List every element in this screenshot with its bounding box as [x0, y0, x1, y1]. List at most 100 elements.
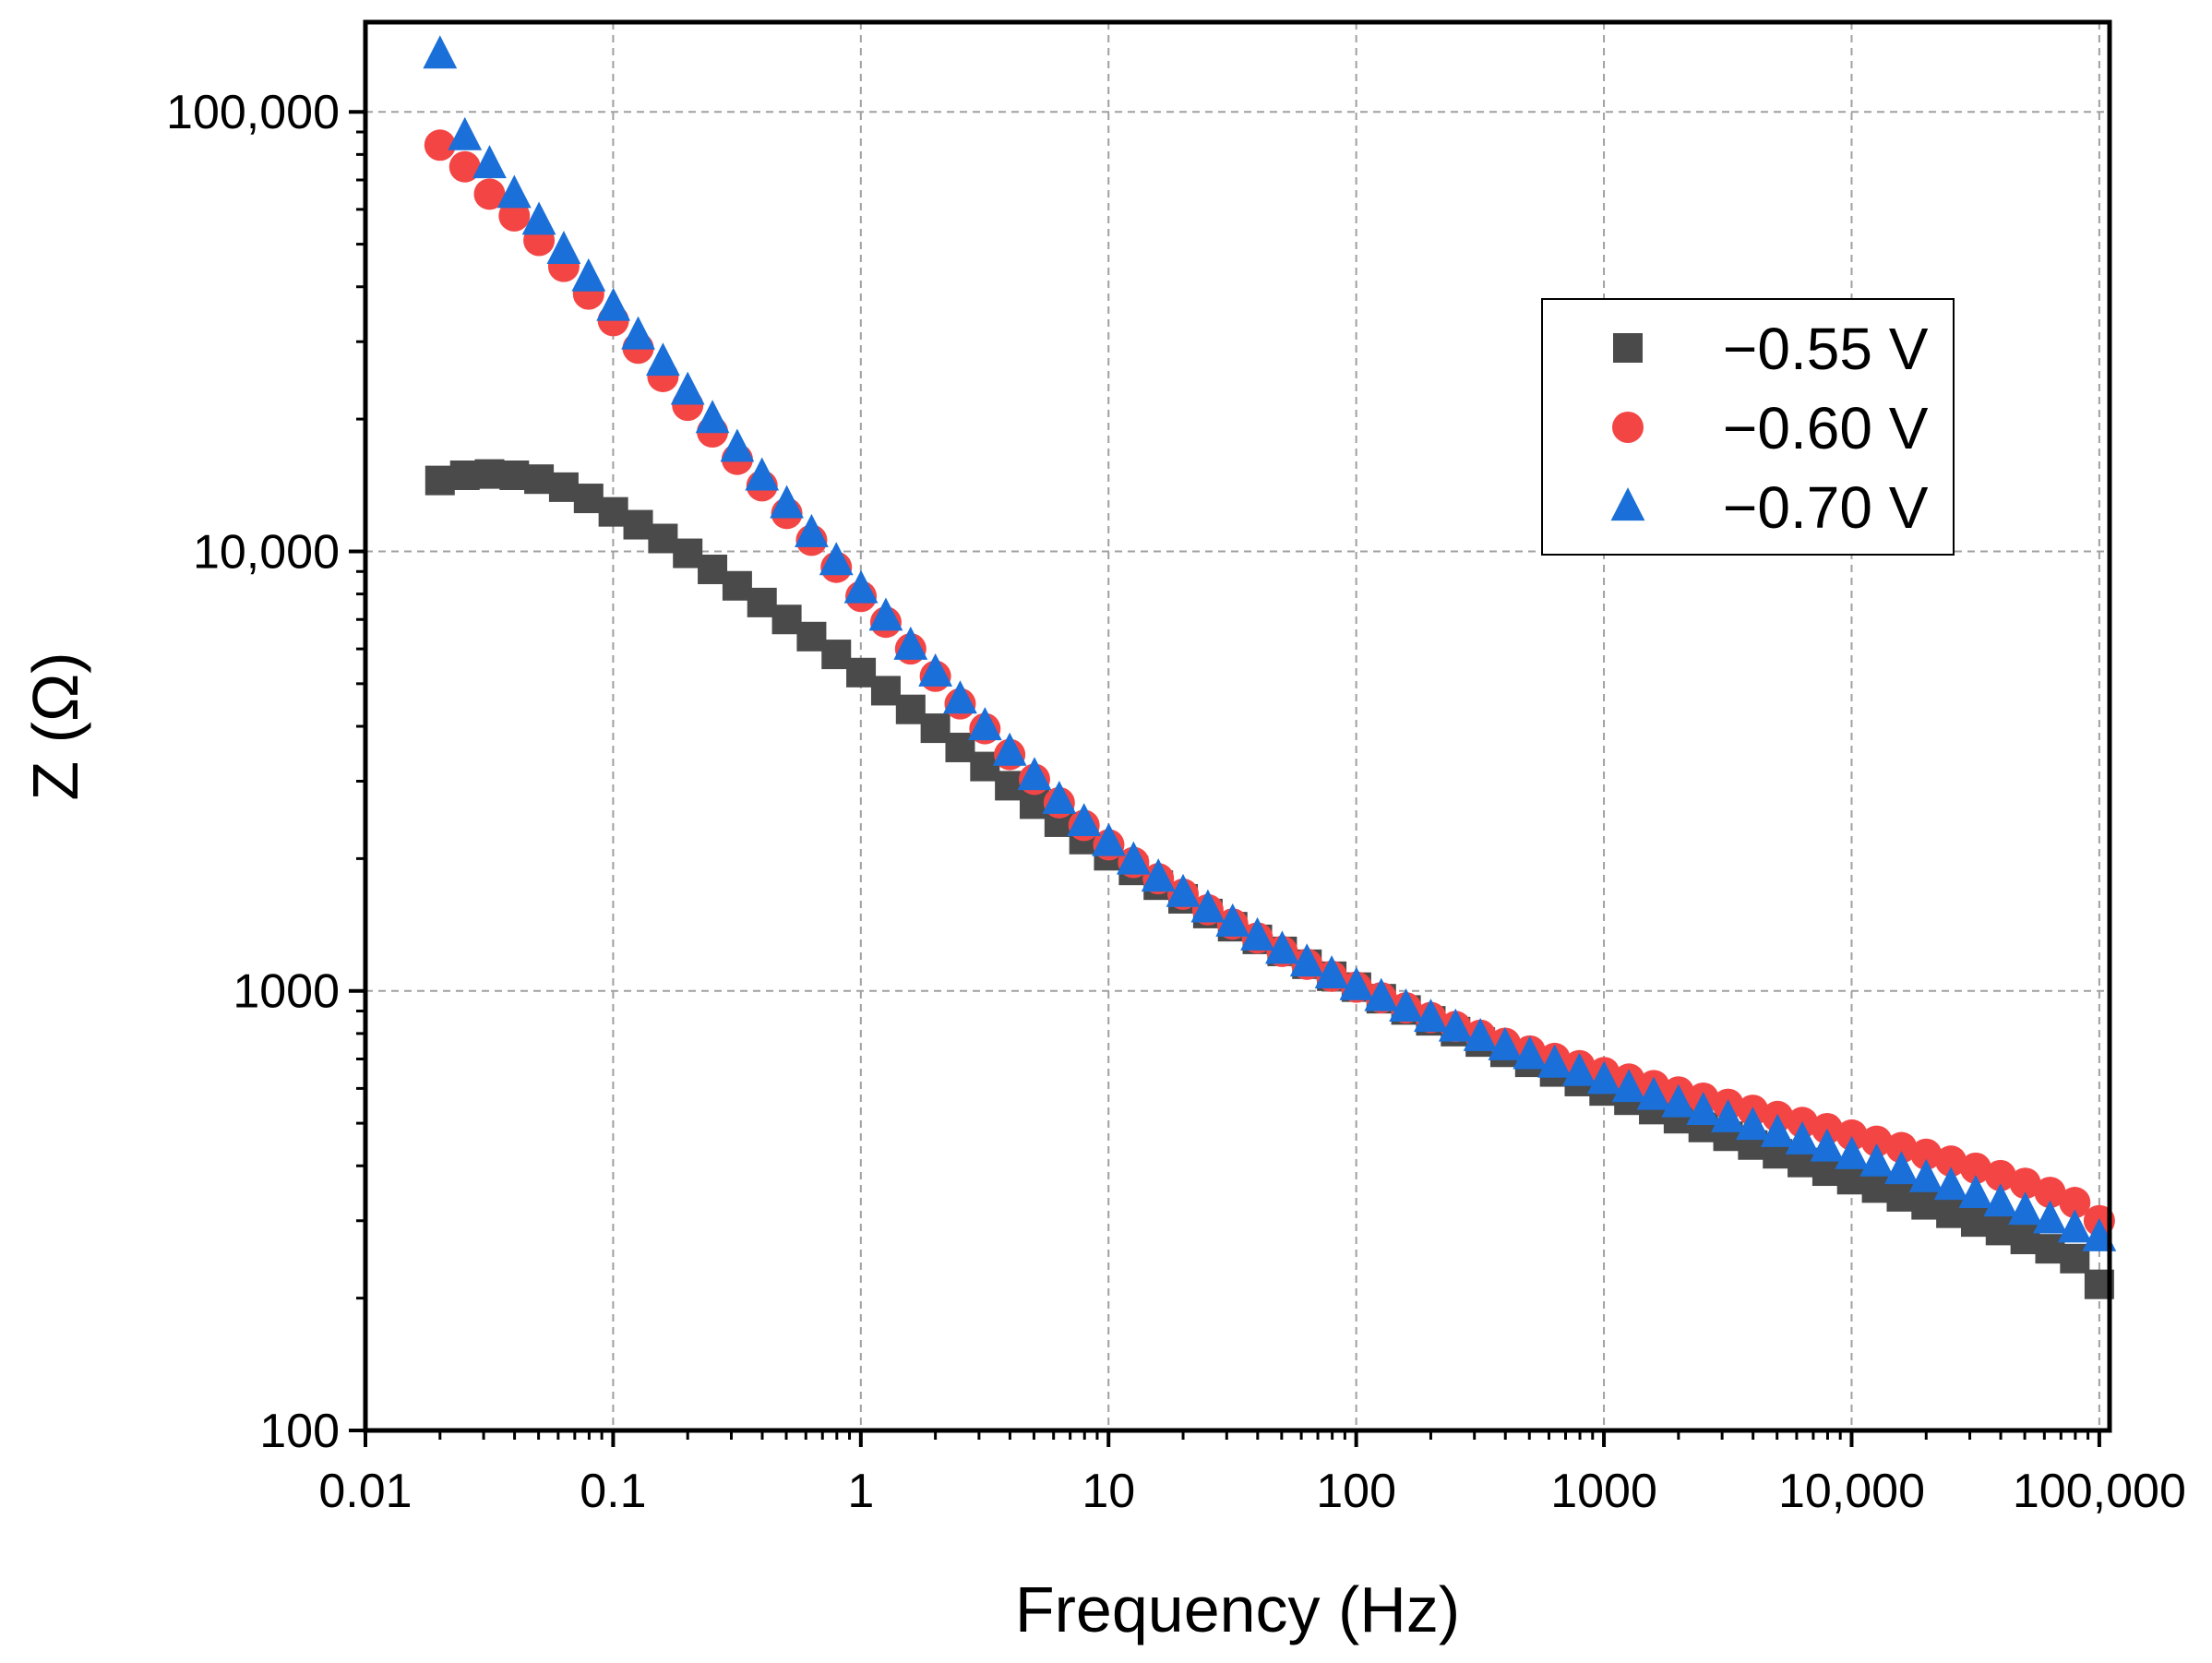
- triangle-point: [967, 707, 1002, 741]
- square-point: [747, 587, 777, 617]
- square-point: [673, 538, 703, 568]
- triangle-point: [1364, 977, 1399, 1011]
- triangle-point: [1859, 1143, 1895, 1177]
- legend-marker-triangle: [1610, 487, 1645, 521]
- circle-point: [424, 129, 456, 162]
- square-point: [449, 460, 480, 490]
- triangle-point: [843, 569, 879, 604]
- square-point: [1886, 1181, 1917, 1212]
- legend-marker-circle: [1612, 412, 1644, 443]
- square-point: [573, 484, 604, 514]
- x-tick-label: 0.1: [580, 1465, 646, 1518]
- triangle-point: [1933, 1166, 1968, 1201]
- triangle-point: [2008, 1191, 2043, 1226]
- triangle-point: [1661, 1083, 1696, 1118]
- square-point: [895, 694, 926, 724]
- triangle-point: [1537, 1044, 1572, 1078]
- triangle-point: [745, 457, 780, 491]
- data-marks: [423, 35, 2117, 1299]
- triangle-point: [1513, 1035, 1548, 1070]
- triangle-point: [1586, 1060, 1621, 1095]
- y-axis-title: Z (Ω): [19, 652, 91, 800]
- triangle-point: [992, 732, 1027, 766]
- y-tick-label: 10,000: [193, 525, 340, 579]
- legend-label: −0.60 V: [1723, 395, 1929, 461]
- triangle-point: [546, 231, 581, 265]
- triangle-point: [423, 35, 458, 69]
- triangle-point: [1686, 1092, 1721, 1126]
- square-point: [796, 621, 827, 652]
- triangle-point: [1339, 966, 1374, 1000]
- triangle-point: [695, 400, 730, 434]
- triangle-point: [1215, 903, 1250, 937]
- triangle-point: [1438, 1008, 1473, 1042]
- legend-box: [1541, 298, 1955, 556]
- triangle-point: [868, 597, 903, 631]
- triangle-point: [819, 542, 854, 576]
- triangle-point: [1958, 1175, 1993, 1208]
- triangle-point: [918, 652, 953, 687]
- triangle-point: [1735, 1107, 1770, 1141]
- square-point: [771, 604, 802, 635]
- triangle-point: [621, 316, 655, 350]
- square-point: [1960, 1207, 1991, 1238]
- x-tick-label: 0.01: [318, 1465, 412, 1518]
- triangle-point: [1414, 999, 1448, 1033]
- square-point: [548, 472, 579, 502]
- triangle-point: [1611, 1069, 1646, 1103]
- triangle-point: [1141, 858, 1176, 892]
- triangle-point: [1166, 873, 1201, 907]
- legend-label: −0.70 V: [1723, 474, 1929, 541]
- axis-ticks: 0.01 0.1 1 10 100 1000 10,000 100,000 100 1000 10,…: [166, 86, 2186, 1518]
- series-triangle: [423, 35, 2117, 1251]
- circle-point: [448, 150, 481, 183]
- x-tick-label: 100: [1316, 1465, 1396, 1518]
- triangle-point: [893, 626, 928, 660]
- triangle-point: [1463, 1017, 1498, 1051]
- triangle-point: [1835, 1135, 1870, 1169]
- circle-point: [1885, 1131, 1918, 1164]
- circle-point: [1910, 1138, 1943, 1170]
- triangle-point: [472, 145, 507, 179]
- triangle-point: [1389, 988, 1424, 1023]
- square-point: [920, 713, 951, 744]
- triangle-point: [1289, 943, 1324, 977]
- square-point: [524, 464, 555, 495]
- triangle-point: [1488, 1026, 1523, 1060]
- x-tick-label: 100,000: [2013, 1465, 2186, 1518]
- circle-point: [1860, 1125, 1893, 1157]
- triangle-point: [1092, 822, 1126, 856]
- triangle-point: [2057, 1209, 2092, 1243]
- triangle-point: [1240, 916, 1274, 951]
- triangle-point: [448, 116, 483, 150]
- triangle-point: [1785, 1120, 1820, 1155]
- square-point: [474, 459, 505, 489]
- circle-point: [1959, 1152, 1991, 1184]
- square-point: [846, 657, 877, 688]
- triangle-point: [795, 513, 829, 547]
- circle-point: [1984, 1159, 2016, 1191]
- triangle-point: [496, 174, 532, 209]
- triangle-point: [1810, 1128, 1845, 1162]
- triangle-point: [645, 342, 680, 377]
- y-tick-label: 100,000: [166, 86, 340, 139]
- x-axis-title: Frequency (Hz): [1015, 1573, 1460, 1645]
- circle-point: [2009, 1167, 2041, 1200]
- circle-point: [1935, 1145, 1967, 1178]
- triangle-point: [1042, 780, 1077, 814]
- triangle-point: [596, 287, 631, 321]
- square-point: [598, 497, 628, 527]
- triangle-point: [571, 257, 606, 292]
- square-point: [499, 460, 530, 490]
- circle-point: [1835, 1119, 1868, 1151]
- x-tick-label: 10,000: [1778, 1465, 1925, 1518]
- square-point: [870, 676, 901, 706]
- triangle-point: [1314, 955, 1349, 989]
- square-point: [1836, 1165, 1867, 1195]
- triangle-point: [2033, 1200, 2067, 1234]
- triangle-point: [1265, 930, 1299, 964]
- square-point: [698, 554, 728, 584]
- x-tick-label: 1000: [1550, 1465, 1657, 1518]
